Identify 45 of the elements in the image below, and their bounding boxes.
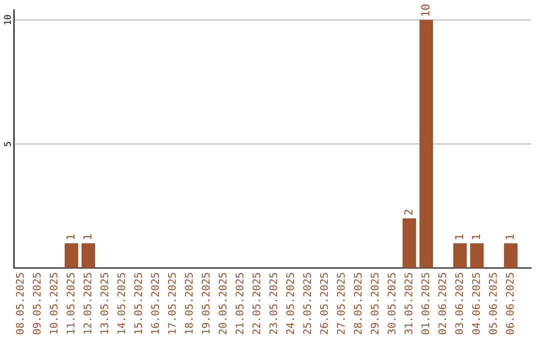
x-tick-label: 25.05.2025 bbox=[303, 273, 312, 334]
data-label: 10 bbox=[421, 4, 430, 16]
x-tick-label: 09.05.2025 bbox=[32, 273, 41, 334]
data-label: 1 bbox=[455, 234, 464, 240]
x-tick-label: 12.05.2025 bbox=[84, 273, 92, 334]
x-tick-label: 02.06.2025 bbox=[438, 273, 446, 334]
bar bbox=[470, 243, 484, 268]
data-label: 2 bbox=[404, 210, 412, 215]
x-tick-label: 27.05.2025 bbox=[336, 273, 345, 334]
x-tick-label: 31.05.2025 bbox=[404, 273, 412, 334]
x-tick-label: 21.05.2025 bbox=[236, 273, 244, 334]
x-tick-label: 22.05.2025 bbox=[252, 273, 260, 334]
x-tick-label: 30.05.2025 bbox=[388, 273, 396, 334]
x-tick-label: 01.06.2025 bbox=[421, 273, 430, 334]
bar bbox=[64, 243, 78, 268]
x-tick-label: 17.05.2025 bbox=[168, 273, 176, 334]
bar bbox=[82, 243, 96, 268]
x-tick-label: 23.05.2025 bbox=[269, 273, 278, 334]
x-tick-label: 20.05.2025 bbox=[218, 273, 227, 334]
x-tick-label: 03.06.2025 bbox=[455, 273, 464, 334]
x-tick-label: 14.05.2025 bbox=[117, 273, 126, 334]
x-tick-label: 15.05.2025 bbox=[134, 273, 142, 334]
x-tick-label: 26.05.2025 bbox=[320, 273, 328, 334]
y-tick-label: 5 bbox=[4, 142, 11, 146]
data-label: 1 bbox=[506, 234, 514, 240]
x-tick-label: 28.05.2025 bbox=[354, 273, 362, 334]
x-tick-label: 16.05.2025 bbox=[151, 273, 159, 334]
data-label: 1 bbox=[66, 234, 75, 240]
data-label: 1 bbox=[83, 234, 92, 240]
x-tick-label: 06.06.2025 bbox=[506, 273, 514, 334]
x-tick-label: 18.05.2025 bbox=[184, 273, 193, 334]
bar bbox=[453, 243, 467, 268]
x-tick-label: 11.05.2025 bbox=[66, 273, 74, 334]
x-tick-label: 24.05.2025 bbox=[286, 273, 294, 334]
data-label: 1 bbox=[472, 234, 480, 240]
x-tick-label: 10.05.2025 bbox=[50, 273, 58, 334]
bar bbox=[402, 218, 416, 268]
x-tick-label: 13.05.2025 bbox=[100, 273, 108, 334]
bar bbox=[419, 20, 434, 268]
x-tick-label: 29.05.2025 bbox=[370, 273, 379, 334]
x-tick-label: 19.05.2025 bbox=[202, 273, 210, 334]
bar bbox=[504, 243, 518, 268]
x-tick-label: 05.06.2025 bbox=[489, 273, 497, 334]
x-tick-label: 08.05.2025 bbox=[16, 273, 24, 334]
x-tick-label: 04.06.2025 bbox=[472, 273, 480, 334]
